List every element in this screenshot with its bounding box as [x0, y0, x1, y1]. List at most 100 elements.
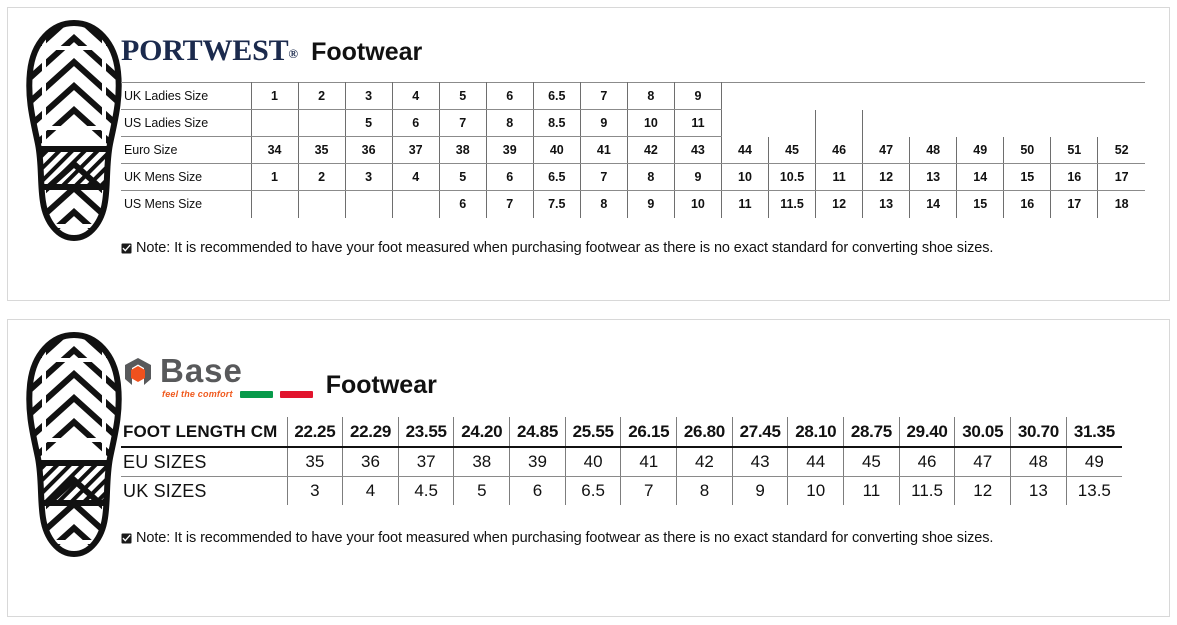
cell: 34	[251, 136, 299, 164]
cell-empty	[768, 109, 817, 137]
cell: 41	[620, 447, 678, 477]
cell: 4	[342, 476, 399, 506]
cell: 6	[486, 163, 534, 191]
cell: 9	[674, 82, 722, 110]
cell: 4.5	[398, 476, 455, 506]
cell: 1	[251, 82, 299, 110]
column-header: 22.25	[287, 417, 344, 449]
cell-empty	[863, 110, 910, 137]
base-size-chart-card: Base feel the comfort Footwear	[7, 319, 1170, 617]
column-header: 22.29	[342, 417, 399, 449]
cell: 8	[627, 82, 675, 110]
base-logo-wordmark: Base	[160, 352, 243, 389]
cell: 45	[843, 447, 900, 477]
cell: 8	[627, 163, 675, 191]
cell: 49	[1066, 447, 1122, 477]
column-header: 31.35	[1066, 417, 1122, 449]
cell: 8	[486, 109, 534, 137]
column-header: 28.10	[787, 417, 845, 449]
cell: 45	[768, 136, 817, 164]
cell: 8.5	[533, 109, 581, 137]
cell: 7	[486, 190, 534, 218]
cell: 7.5	[533, 190, 581, 218]
column-header: 24.85	[509, 417, 566, 449]
cell: 50	[1003, 136, 1052, 164]
note-text: Note: It is recommended to have your foo…	[136, 239, 994, 256]
shoe-sole-tread-icon	[22, 332, 126, 558]
cell-empty	[721, 82, 769, 110]
table-row: US Mens Size 6 7 7.5 8 9 10 11	[121, 190, 1145, 218]
table-row: Euro Size 34 35 36 37 38 39 40 41 42 43 …	[121, 136, 1145, 164]
cell: 7	[580, 82, 628, 110]
table-row: US Ladies Size 5 6 7 8 8.5 9 10 11	[121, 109, 1145, 137]
cell: 35	[298, 136, 346, 164]
cell: 36	[345, 136, 393, 164]
column-header: 26.15	[620, 417, 678, 449]
portwest-section-title: Footwear	[311, 38, 423, 66]
portwest-brand-header: PORTWEST® Footwear	[121, 8, 1141, 66]
base-brand-header: Base feel the comfort Footwear	[121, 320, 1141, 399]
cell: 13	[862, 190, 911, 218]
cell	[298, 109, 346, 137]
cell: 51	[1050, 136, 1099, 164]
cell: 11	[843, 476, 900, 506]
cell-empty	[815, 82, 863, 110]
row-label: UK SIZES	[121, 476, 288, 506]
cell: 12	[815, 190, 864, 218]
cell: 7	[620, 476, 678, 506]
base-section-title: Footwear	[325, 371, 437, 400]
table-row: EU SIZES 35 36 37 38 39 40 41 42 43 44 4…	[121, 447, 1122, 477]
cell: 18	[1114, 197, 1129, 212]
cell: 12	[954, 476, 1012, 506]
cell-empty	[768, 82, 816, 110]
cell: 11	[674, 109, 722, 137]
cell	[251, 190, 299, 218]
cell: 40	[533, 136, 581, 164]
cell-empty	[1098, 110, 1145, 137]
cell: 5	[453, 476, 511, 506]
cell	[298, 190, 346, 218]
cell: 8	[580, 190, 628, 218]
flag-bar-green	[239, 390, 273, 398]
cell: 4	[392, 163, 440, 191]
cell: 36	[342, 447, 399, 477]
row-label: EU SIZES	[121, 447, 288, 477]
cell: 6	[509, 476, 566, 506]
cell-empty	[909, 82, 957, 110]
registered-trademark-icon: ®	[288, 46, 299, 61]
column-header: 24.20	[453, 417, 511, 449]
cell: 2	[298, 82, 346, 110]
cell: 52	[1097, 136, 1145, 164]
cell: 44	[787, 447, 845, 477]
cell: 10	[674, 190, 722, 218]
cell: 6	[392, 109, 440, 137]
cell: 42	[676, 447, 733, 477]
cell: 15	[1003, 163, 1052, 191]
cell: 13.5	[1077, 481, 1111, 501]
cell: 11.5	[899, 476, 956, 506]
cell: 41	[580, 136, 628, 164]
cell: 49	[956, 136, 1005, 164]
flag-bar-red	[279, 390, 313, 398]
column-header: 23.55	[398, 417, 455, 449]
cell: 6	[486, 82, 534, 110]
column-header: 30.05	[954, 417, 1012, 449]
cell: 37	[392, 136, 440, 164]
cell: 12	[862, 163, 911, 191]
row-label: UK Ladies Size	[121, 82, 252, 110]
cell: 10	[627, 109, 675, 137]
cell: 7	[580, 163, 628, 191]
cell: 11	[815, 163, 864, 191]
column-header: 27.45	[732, 417, 789, 449]
cell: 48	[1010, 447, 1067, 477]
cell	[392, 190, 440, 218]
base-tagline: feel the comfort	[162, 389, 233, 400]
cell: 11	[721, 190, 770, 218]
cell: 7	[439, 109, 487, 137]
cell	[345, 190, 393, 218]
table-row: UK Ladies Size 1 2 3 4 5 6 6.5 7 8 9	[121, 82, 1145, 110]
row-label: UK Mens Size	[121, 163, 252, 191]
cell: 38	[439, 136, 487, 164]
cell: 10	[721, 163, 770, 191]
row-label: Euro Size	[121, 136, 252, 164]
